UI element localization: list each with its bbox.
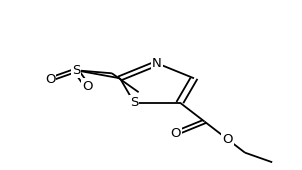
- Text: O: O: [82, 80, 92, 92]
- Text: S: S: [130, 96, 138, 109]
- Text: S: S: [72, 64, 80, 77]
- Text: N: N: [152, 57, 162, 70]
- Text: O: O: [170, 127, 181, 140]
- Text: O: O: [222, 133, 233, 146]
- Text: O: O: [45, 73, 56, 86]
